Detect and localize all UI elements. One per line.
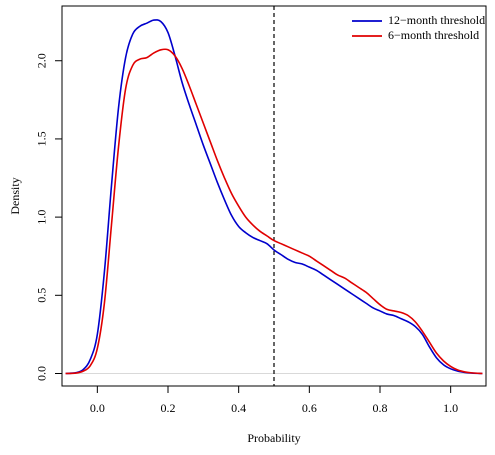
x-tick-label: 0.0 — [90, 401, 105, 415]
legend-label-6-month: 6−month threshold — [388, 28, 479, 42]
legend-label-12-month: 12−month threshold — [388, 13, 485, 27]
y-tick-label: 0.5 — [35, 288, 49, 303]
series-line-6-month — [65, 48, 483, 375]
y-axis-title: Density — [8, 177, 22, 214]
x-tick-label: 0.8 — [373, 401, 388, 415]
x-tick-label: 0.2 — [161, 401, 176, 415]
x-tick-label: 0.6 — [302, 401, 317, 415]
x-axis: 0.0 0.2 0.4 0.6 0.8 1.0 — [90, 386, 458, 415]
y-tick-label: 2.0 — [35, 53, 49, 68]
x-tick-label: 0.4 — [231, 401, 246, 415]
x-tick-label: 1.0 — [443, 401, 458, 415]
y-tick-label: 1.5 — [35, 131, 49, 146]
y-tick-label: 0.0 — [35, 366, 49, 381]
series-line-12-month — [65, 19, 483, 375]
series-layer — [65, 19, 483, 375]
y-axis: 0.0 0.5 1.0 1.5 2.0 — [35, 53, 62, 381]
x-axis-title: Probability — [247, 431, 300, 445]
y-tick-label: 1.0 — [35, 210, 49, 225]
